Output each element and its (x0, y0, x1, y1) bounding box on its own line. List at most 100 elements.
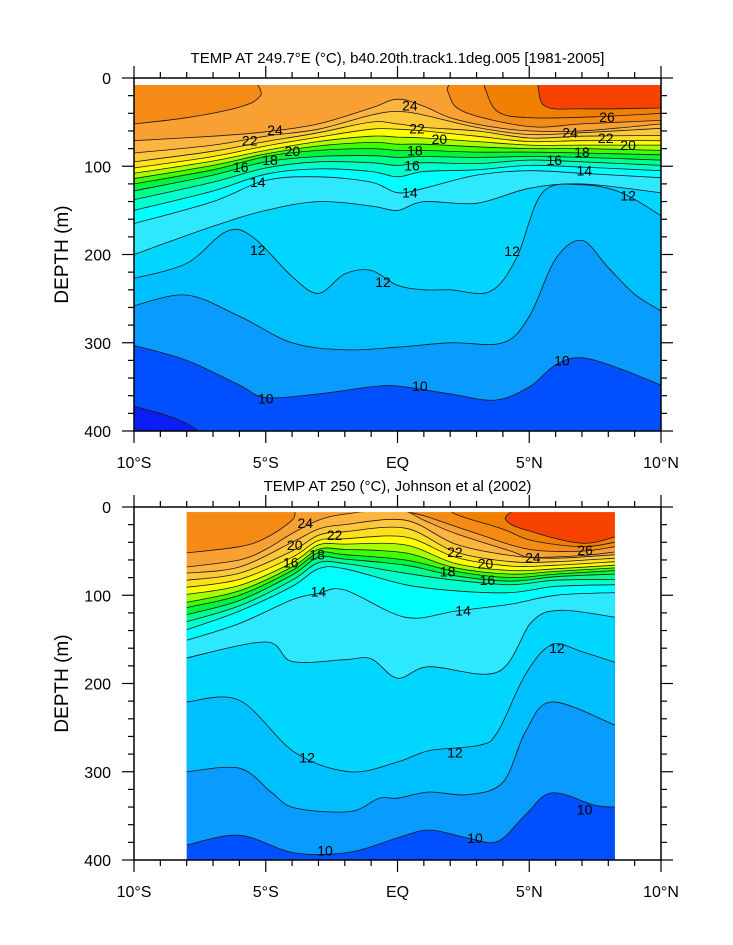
panel-model-temperature-section: TEMP AT 249.7°E (°C), b40.20th.track1.1d… (52, 50, 679, 472)
isotherm-line-21 (186, 535, 615, 588)
isotherm-line-12 (134, 183, 661, 294)
isotherm-line-25 (134, 85, 661, 128)
contour-label: 24 (298, 515, 314, 531)
contour-label: 22 (327, 527, 343, 543)
isotherm-line-9 (134, 405, 199, 431)
x-tick-label: 5°S (253, 455, 279, 472)
x-tick-label: 5°N (516, 455, 543, 472)
band-fill-27 (505, 512, 615, 544)
contour-label: 16 (233, 159, 249, 175)
contour-label: 14 (250, 174, 266, 190)
isotherm-line-20 (134, 135, 661, 174)
contour-label: 26 (599, 109, 615, 125)
contour-label: 16 (480, 572, 496, 588)
isotherm-line-23 (186, 518, 615, 574)
contour-label: 24 (267, 122, 283, 138)
isotherm-line-11 (134, 239, 661, 351)
isotherm-line-10 (186, 792, 615, 855)
y-tick-label: 100 (84, 588, 111, 605)
isotherm-line-17 (134, 155, 661, 192)
contour-label: 14 (455, 602, 471, 618)
contour-label: 14 (577, 163, 593, 179)
isotherm-line-23 (134, 111, 661, 154)
isotherm-line-14 (186, 588, 615, 641)
contour-label: 20 (432, 131, 448, 147)
contour-label: 10 (258, 390, 274, 406)
y-tick-label: 400 (84, 853, 111, 870)
contour-label: 20 (287, 537, 303, 553)
isotherm-line-14 (134, 170, 661, 224)
isotherm-line-16 (134, 159, 661, 201)
contour-label: 10 (317, 842, 333, 858)
contour-label: 10 (412, 378, 428, 394)
contour-label: 18 (262, 152, 278, 168)
contour-field (134, 85, 661, 431)
contour-label: 12 (299, 750, 315, 766)
x-tick-label: 10°N (643, 455, 679, 472)
isotherm-line-27 (537, 85, 661, 110)
contour-label: 12 (549, 640, 565, 656)
x-tick-label: 10°N (643, 884, 679, 901)
contour-label: 10 (554, 352, 570, 368)
contour-label: 22 (409, 120, 425, 136)
y-tick-label: 300 (84, 336, 111, 353)
isotherm-line-24 (134, 98, 661, 142)
isotherm-line-26 (484, 85, 661, 119)
y-tick-label: 400 (84, 424, 111, 441)
y-tick-label: 0 (102, 71, 111, 88)
isotherm-line-18 (186, 551, 615, 608)
contour-label: 20 (620, 137, 636, 153)
isotherm-line-20 (186, 542, 615, 595)
y-axis-label: DEPTH (m) (52, 205, 73, 303)
isotherm-line-15 (134, 164, 661, 211)
contour-label: 16 (404, 157, 420, 173)
x-tick-label: 10°S (117, 884, 152, 901)
isotherm-line-18 (134, 148, 661, 185)
contour-label: 20 (478, 556, 494, 572)
x-tick-label: EQ (386, 455, 409, 472)
isotherm-line-26 (451, 512, 615, 548)
isotherm-line-17 (186, 555, 615, 616)
isotherm-line-19 (186, 547, 615, 603)
contour-label: 22 (598, 130, 614, 146)
contour-label: 18 (407, 142, 423, 158)
contour-label: 18 (574, 144, 590, 160)
chart-title: TEMP AT 250 (°C), Johnson et al (2002) (264, 478, 532, 495)
x-tick-label: EQ (386, 884, 409, 901)
contour-label: 14 (311, 584, 327, 600)
contour-labels: 24 22 20 18 16 14 12 10 22 20 18 16 14 24 26 12 12 10 10 (283, 515, 593, 858)
contour-label: 16 (283, 555, 299, 571)
y-axis-label: DEPTH (m) (52, 634, 73, 732)
isotherm-line-22 (134, 121, 661, 163)
contour-label: 22 (242, 133, 258, 149)
isotherm-line-27 (505, 512, 615, 544)
y-tick-label: 300 (84, 765, 111, 782)
y-tick-label: 0 (102, 500, 111, 517)
contour-label: 24 (562, 125, 578, 141)
contour-label: 22 (447, 544, 463, 560)
isotherm-line-13 (134, 183, 661, 255)
isotherm-line-16 (186, 560, 615, 623)
contour-label: 12 (447, 744, 463, 760)
contour-label: 18 (309, 547, 325, 563)
isotherm-line-10 (134, 345, 661, 401)
y-tick-label: 200 (84, 248, 111, 265)
chart-title: TEMP AT 249.7°E (°C), b40.20th.track1.1d… (191, 50, 605, 67)
isotherm-line-24 (186, 512, 615, 568)
isotherm-line-21 (134, 128, 661, 169)
contour-label: 24 (402, 97, 418, 113)
isotherm-line-13 (186, 609, 615, 679)
axis-ticks (122, 495, 673, 872)
contour-label: 16 (547, 152, 563, 168)
y-tick-label: 100 (84, 159, 111, 176)
band-fill-27 (537, 85, 661, 110)
contour-label: 12 (620, 187, 636, 203)
contour-label: 18 (440, 563, 456, 579)
axis-ticks (122, 66, 673, 443)
contour-label: 12 (504, 243, 520, 259)
contour-label: 26 (577, 542, 593, 558)
x-tick-label: 5°S (253, 884, 279, 901)
isotherm-line-15 (186, 566, 615, 631)
contour-field (186, 512, 615, 860)
